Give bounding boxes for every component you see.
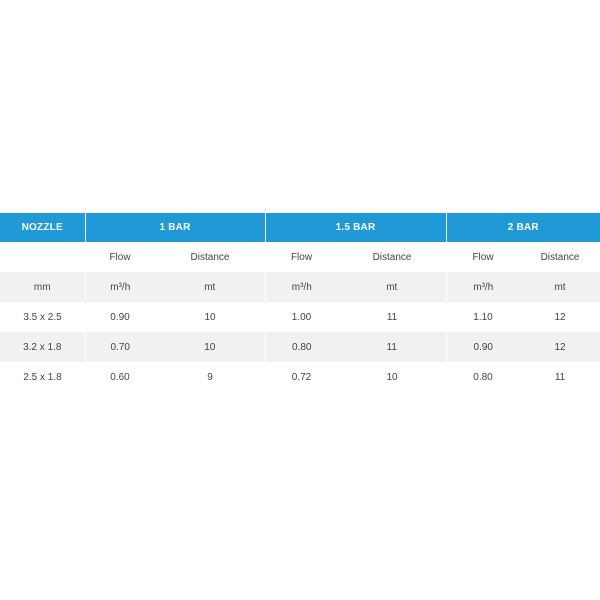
header-1-5-bar: 1.5 BAR xyxy=(264,213,447,242)
distance-cell: 11 xyxy=(338,302,447,332)
unit-cell: m³/h xyxy=(264,272,339,302)
units-row: mm m³/h mt m³/h mt m³/h mt xyxy=(0,272,600,302)
table-row: 2.5 x 1.8 0.60 9 0.72 10 0.80 11 xyxy=(0,362,600,392)
subheader-row: Flow Distance Flow Distance Flow Distanc… xyxy=(0,242,600,272)
distance-cell: 12 xyxy=(520,302,600,332)
distance-cell: 10 xyxy=(338,362,447,392)
subheader-flow: Flow xyxy=(446,242,521,272)
unit-cell: mt xyxy=(155,272,266,302)
header-1-bar: 1 BAR xyxy=(84,213,266,242)
distance-cell: 11 xyxy=(338,332,447,362)
distance-cell: 10 xyxy=(155,332,266,362)
unit-cell: m³/h xyxy=(84,272,155,302)
nozzle-spec-table: NOZZLE 1 BAR 1.5 BAR 2 BAR Flow Distance… xyxy=(0,213,600,392)
unit-cell: mt xyxy=(338,272,447,302)
flow-cell: 0.72 xyxy=(265,362,339,392)
unit-cell: mm xyxy=(0,272,85,302)
subheader-distance: Distance xyxy=(338,242,447,272)
distance-cell: 9 xyxy=(155,362,266,392)
distance-cell: 12 xyxy=(520,332,600,362)
flow-cell: 0.70 xyxy=(84,332,155,362)
flow-cell: 0.90 xyxy=(445,332,521,362)
header-nozzle: NOZZLE xyxy=(0,213,85,242)
subheader-empty xyxy=(0,242,85,272)
unit-cell: mt xyxy=(520,272,600,302)
nozzle-size-cell: 2.5 x 1.8 xyxy=(0,362,85,392)
nozzle-size-cell: 3.2 x 1.8 xyxy=(0,332,85,362)
header-2-bar: 2 BAR xyxy=(445,213,600,242)
subheader-flow: Flow xyxy=(85,242,155,272)
table-header-row: NOZZLE 1 BAR 1.5 BAR 2 BAR xyxy=(0,213,600,242)
unit-cell: m³/h xyxy=(445,272,521,302)
flow-cell: 1.10 xyxy=(446,302,521,332)
flow-cell: 0.80 xyxy=(446,362,521,392)
table-row: 3.2 x 1.8 0.70 10 0.80 11 0.90 12 xyxy=(0,332,600,362)
nozzle-size-cell: 3.5 x 2.5 xyxy=(0,302,85,332)
table-row: 3.5 x 2.5 0.90 10 1.00 11 1.10 12 xyxy=(0,302,600,332)
subheader-distance: Distance xyxy=(520,242,600,272)
distance-cell: 10 xyxy=(155,302,266,332)
flow-cell: 0.60 xyxy=(85,362,155,392)
flow-cell: 1.00 xyxy=(265,302,339,332)
distance-cell: 11 xyxy=(520,362,600,392)
subheader-flow: Flow xyxy=(265,242,339,272)
flow-cell: 0.80 xyxy=(264,332,339,362)
flow-cell: 0.90 xyxy=(85,302,155,332)
subheader-distance: Distance xyxy=(155,242,266,272)
